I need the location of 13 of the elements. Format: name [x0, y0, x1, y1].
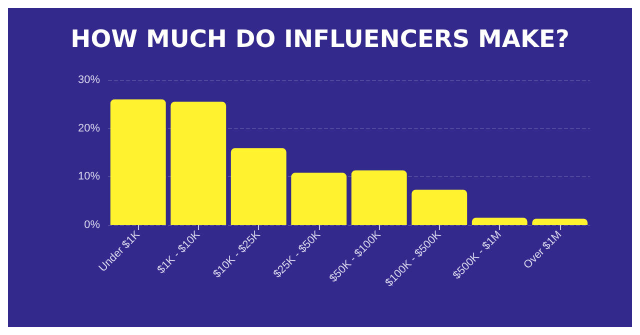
- bar: [110, 99, 166, 225]
- bar: [291, 172, 347, 225]
- bar: [472, 218, 528, 225]
- y-tick-label: 30%: [78, 74, 100, 86]
- bar: [412, 190, 468, 225]
- bar: [230, 148, 286, 225]
- y-tick-label: 20%: [78, 122, 100, 134]
- bar: [351, 170, 407, 225]
- bar: [532, 218, 588, 225]
- y-tick-label: 0%: [84, 219, 100, 231]
- chart-title: HOW MUCH DO INFLUENCERS MAKE?: [70, 25, 570, 53]
- y-tick-label: 10%: [78, 170, 100, 183]
- bar: [170, 102, 226, 225]
